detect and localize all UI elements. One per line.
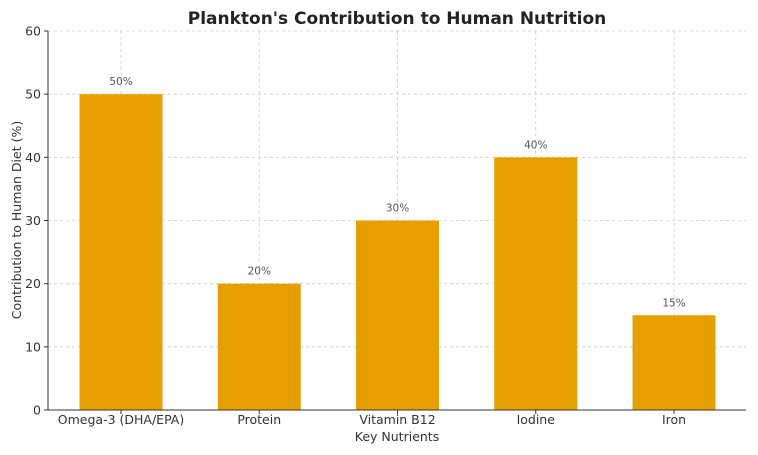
- data-labels: 50% 20% 30% 40% 15%: [109, 76, 685, 309]
- x-tick-label: Iron: [662, 412, 686, 427]
- y-tick-label: 40: [25, 150, 41, 165]
- bar: [494, 157, 578, 410]
- y-tick-label: 50: [25, 87, 41, 102]
- bar-value-label: 40%: [524, 139, 547, 151]
- y-tick-label: 10: [25, 339, 41, 354]
- x-tick-label: Omega-3 (DHA/EPA): [58, 412, 184, 427]
- chart-title: Plankton's Contribution to Human Nutriti…: [188, 9, 607, 29]
- bar: [632, 315, 716, 410]
- x-axis-label: Key Nutrients: [355, 429, 439, 444]
- bar-value-label: 15%: [662, 297, 685, 309]
- bar-value-label: 20%: [248, 266, 271, 278]
- axes: 0 10 20 30 40 50 60 Omega-3 (DHA/EPA) Protein Vit…: [25, 24, 746, 427]
- y-tick-label: 0: [33, 403, 41, 418]
- bar: [356, 220, 439, 410]
- x-tick-label: Vitamin B12: [359, 412, 435, 427]
- bar: [217, 283, 301, 410]
- x-tick-label: Iodine: [517, 412, 556, 427]
- bar: [79, 94, 163, 411]
- x-tick-label: Protein: [237, 412, 281, 427]
- y-tick-label: 60: [25, 24, 41, 39]
- y-tick-label: 30: [25, 213, 41, 228]
- y-tick-label: 20: [25, 276, 41, 291]
- bar-value-label: 50%: [109, 76, 132, 88]
- y-axis-label: Contribution to Human Diet (%): [9, 121, 24, 319]
- bar-value-label: 30%: [386, 203, 409, 215]
- bars: [79, 94, 716, 411]
